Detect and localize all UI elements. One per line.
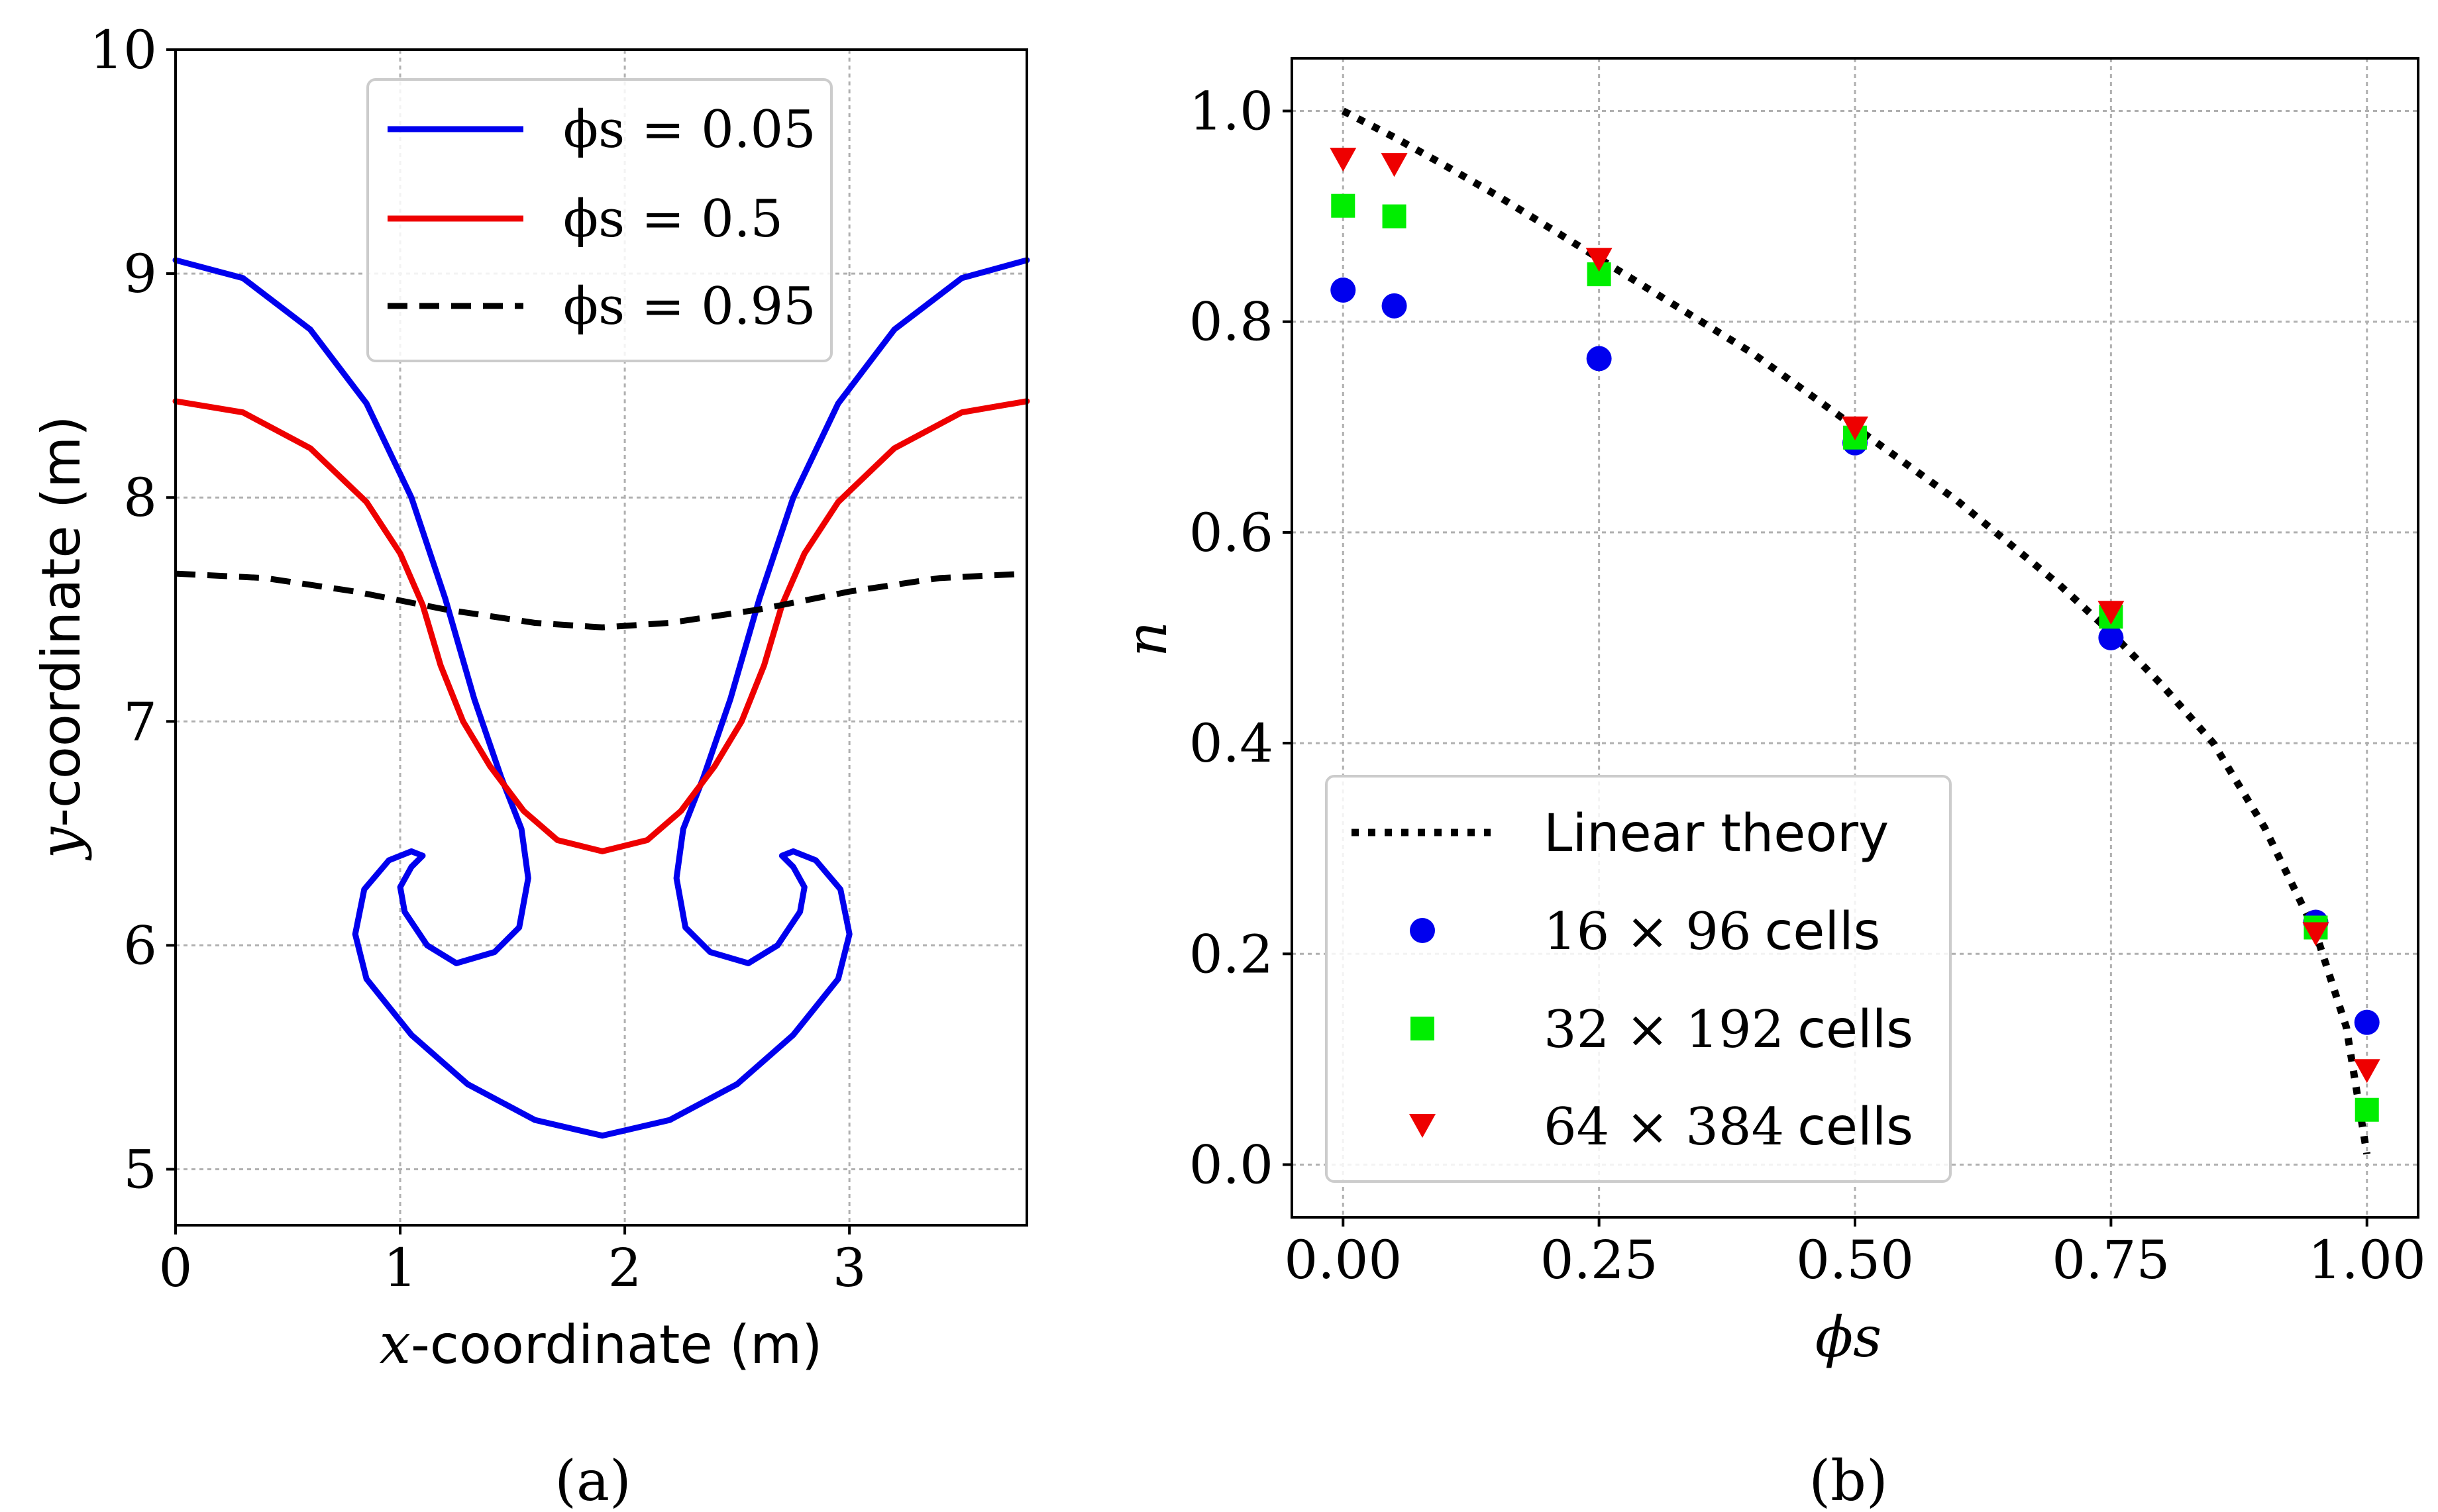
- series-a-line-2: [175, 570, 1028, 630]
- point-b-s2-3: [1842, 416, 1868, 440]
- point-b-s0-1: [1381, 293, 1407, 319]
- legend-b-label-theory: Linear theory: [1544, 804, 1889, 864]
- point-b-s0-0: [1330, 277, 1356, 303]
- panel-a: 0 1 2 3 5 6 7 8 9 10 x-coordinate (m) y-coordinat…: [28, 19, 1030, 1512]
- theory-line: [1341, 107, 2371, 1155]
- panel-b-theory: [1341, 107, 2371, 1155]
- panel-a-curves: [172, 257, 1030, 1139]
- tick-label-b-x-2: 0.50: [1796, 1229, 1914, 1291]
- tick-label-a-x-2: 2: [608, 1237, 642, 1299]
- legend-b-marker-1: [1410, 1017, 1434, 1040]
- tick-label-a-y-1: 6: [123, 915, 157, 976]
- panel-b-markers: [1330, 148, 2380, 1122]
- tick-label-b-y-1: 0.2: [1189, 923, 1273, 985]
- tick-label-b-x-3: 0.75: [2052, 1229, 2170, 1291]
- legend-b-label-1: 32 × 192 cells: [1544, 1000, 1913, 1060]
- tick-label-a-x-1: 1: [384, 1237, 417, 1299]
- panel-a-ticks: 0 1 2 3 5 6 7 8 9 10: [89, 19, 866, 1299]
- panel-a-frame: [174, 48, 1028, 1227]
- tick-label-a-y-3: 8: [123, 467, 157, 529]
- tick-label-a-y-2: 7: [123, 691, 157, 752]
- point-b-s0-4: [2098, 625, 2124, 650]
- panel-a-caption: (a): [555, 1448, 631, 1512]
- panel-b: 0.00 0.25 0.50 0.75 1.00 0.0 0.2 0.4 0.6 0.8 1.0 ϕ…: [1114, 57, 2426, 1512]
- tick-label-b-y-4: 0.8: [1189, 291, 1273, 353]
- legend-b-marker-2: [1409, 1114, 1436, 1138]
- series-a-line-1: [172, 398, 1030, 854]
- point-b-s2-5: [2302, 922, 2329, 946]
- point-b-s0-2: [1586, 346, 1612, 372]
- panel-a-legend: ϕs = 0.05 ϕs = 0.5 ϕs = 0.95: [366, 78, 833, 362]
- legend-a-label-2: ϕs = 0.95: [563, 277, 816, 336]
- tick-label-b-y-3: 0.6: [1189, 502, 1273, 564]
- tick-label-b-x-1: 0.25: [1540, 1229, 1658, 1291]
- panel-b-xlabel: ϕs: [1815, 1305, 1882, 1370]
- point-b-s1-6: [2355, 1097, 2379, 1122]
- legend-a-label-0: ϕs = 0.05: [563, 100, 816, 160]
- legend-b-label-0: 16 × 96 cells: [1544, 902, 1880, 962]
- point-b-s2-2: [1585, 248, 1613, 272]
- tick-label-a-y-4: 9: [123, 243, 157, 305]
- tick-label-b-y-2: 0.4: [1189, 713, 1273, 774]
- point-b-s2-4: [2097, 601, 2125, 625]
- panel-b-legend: Linear theory 16 × 96 cells 32 × 192 cells…: [1325, 775, 1952, 1183]
- point-b-s2-1: [1381, 153, 1408, 177]
- panel-b-ticks: 0.00 0.25 0.50 0.75 1.00 0.0 0.2 0.4 0.6 0.8 1.0: [1189, 81, 2426, 1291]
- legend-b-label-2: 64 × 384 cells: [1544, 1097, 1913, 1157]
- point-b-s2-0: [1330, 148, 1357, 172]
- tick-label-b-x-4: 1.00: [2308, 1229, 2426, 1291]
- tick-label-b-x-0: 0.00: [1284, 1229, 1402, 1291]
- tick-label-a-y-0: 5: [123, 1138, 157, 1200]
- panel-b-ylabel: n: [1114, 621, 1179, 657]
- point-b-s1-1: [1382, 204, 1406, 228]
- tick-label-b-y-5: 1.0: [1189, 81, 1273, 142]
- panel-b-caption: (b): [1809, 1448, 1887, 1512]
- point-b-s1-0: [1331, 193, 1355, 218]
- point-b-s2-6: [2353, 1059, 2380, 1084]
- point-b-s0-6: [2354, 1009, 2380, 1035]
- panel-a-ylabel: y-coordinate (m): [28, 416, 93, 862]
- legend-a-label-1: ϕs = 0.5: [563, 189, 783, 249]
- tick-label-a-x-3: 3: [833, 1237, 867, 1299]
- panel-a-xlabel: x-coordinate (m): [380, 1311, 823, 1376]
- series-a-line-0: [172, 257, 1030, 1139]
- tick-label-b-y-0: 0.0: [1189, 1134, 1273, 1195]
- legend-b-marker-0: [1410, 918, 1435, 943]
- tick-label-a-x-0: 0: [159, 1237, 193, 1299]
- tick-label-a-y-5: 10: [89, 19, 157, 81]
